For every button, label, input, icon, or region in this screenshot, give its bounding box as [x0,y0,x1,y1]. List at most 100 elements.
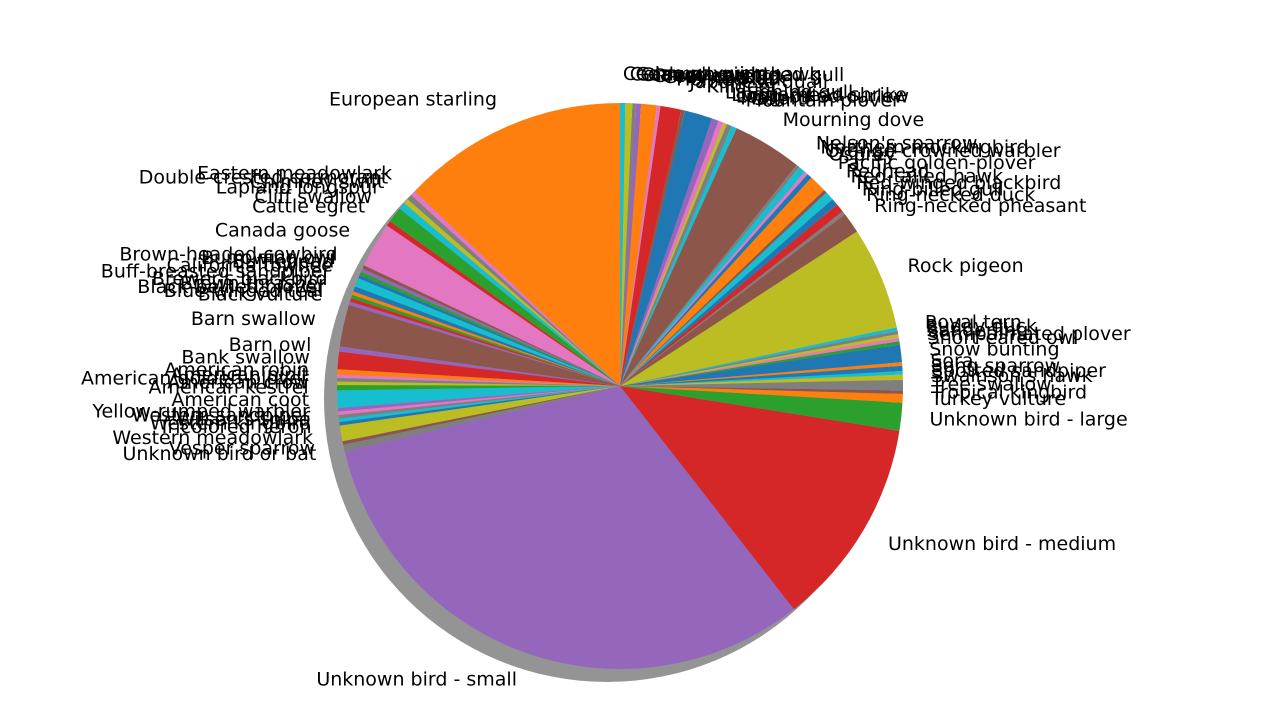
slice-label-brewer-s-blackbird: Brewer's blackbird [152,268,328,290]
slice-label-ring-billed-gull: Ring-billed gull [862,179,1004,201]
slice-label-mountain-plover: Mountain plover [746,90,900,112]
slice-label-western-meadowlark: Western meadowlark [112,427,313,449]
pie-slice-glaucous-winged-gull [620,103,642,386]
slice-label-horned-lark: Horned lark [676,68,787,90]
pie-slice-wilson-s-snipe [338,386,620,419]
slice-label-swainson-s-hawk: Swainson's hawk [931,365,1093,387]
pie-slice-semipalmated-plover [620,337,900,386]
slice-label-glaucous-winged-gull: Glaucous-winged gull [640,64,844,86]
slice-label-laughing-gull: Laughing gull [725,81,853,103]
slice-label-european-starling: European starling [329,89,497,111]
slice-label-black-bellied-plover: Black-bellied plover [137,276,325,298]
slice-label-loggerhead-shrike: Loggerhead shrike [731,84,907,106]
pie-slice-turkey-vulture [620,386,903,403]
pie-slice-red-winged-blackbird [620,199,838,386]
slice-label-ring-necked-duck: Ring-necked duck [866,184,1035,206]
slice-label-osprey: Osprey [828,143,895,165]
pie-slice-ring-necked-pheasant [620,214,858,386]
pie-slice-black-vulture [348,301,620,386]
slice-label-american-coot: American coot [171,389,309,411]
pie-slices [336,103,904,669]
pie-slice-red-tailed-hawk [620,192,833,386]
slice-label-unknown-bird-medium: Unknown bird - medium [888,533,1116,555]
slice-label-vesper-sparrow: Vesper sparrow [169,437,315,459]
pie-slice-redhead [620,189,827,386]
pie-slice-northern-mockingbird [620,167,805,386]
slice-label-royal-tern: Royal tern [925,312,1022,334]
pie-slice-western-kingbird [338,386,620,423]
slice-label-yellow-rumped-warbler: Yellow-rumped warbler [91,401,310,423]
slice-label-american-golden-plover: American golden-plover [81,368,309,390]
pie-slice-yellow-rumped-warbler [337,386,620,412]
slice-label-burrowing-owl: Burrowing owl [201,247,336,269]
pie-slice-long-billed-curlew [620,122,727,386]
slice-label-short-eared-owl: Short-eared owl [928,327,1079,349]
pie-slice-gadwall [620,103,636,387]
pie-slice-great-egret [620,103,658,386]
pie-slice-song-sparrow [620,365,903,386]
slice-label-song-sparrow: Song sparrow [931,355,1060,377]
slice-label-lapland-longspur: Lapland longspur [216,176,380,198]
pie-slice-brown-headed-cowbird [362,265,620,386]
pie-slice-orange-crowned-warbler [620,171,808,386]
pie-slice-burrowing-owl [361,268,620,386]
slice-labels: European starling Eastern meadowlarkDoubl… [81,63,1131,690]
pie-slice-tropical-kingbird [620,386,903,394]
pie-slice-laughing-gull [620,118,719,387]
pie-slice-american-robin [337,369,620,386]
slice-label-cedar-waxwing: Cedar waxwing [623,63,769,85]
pie-slice-royal-tern [620,327,898,386]
pie-slice-ring-necked-duck [620,211,845,386]
pie-slice-double-crested-cormorant [407,195,620,386]
pie-slice-loggerhead-shrike [620,120,724,386]
slice-label-wilson-s-snipe: Wilson's snipe [176,408,311,430]
pie-slice-buff-breasted-sandpiper [355,278,620,386]
slice-label-common-nighthawk: Common nighthawk [630,63,821,85]
pie-slice-eastern-meadowlark [411,191,620,386]
pie-slice-lapland-longspur [399,203,620,386]
slice-label-brown-headed-cowbird: Brown-headed cowbird [119,244,337,266]
slice-label-sanderling: Sanderling [926,319,1028,341]
pie-slice-ring-billed-gull [620,204,843,386]
pie-slice-mountain-plover [620,126,737,386]
slice-label-cliff-swallow: Cliff swallow [254,186,372,208]
pie-slice-california-towhee [358,275,620,386]
pie-slice-swainson-s-hawk [620,374,903,386]
slice-label-unknown-bird-small: Unknown bird - small [316,668,517,690]
slice-label-eastern-meadowlark: Eastern meadowlark [197,162,392,184]
slice-label-mourning-dove: Mourning dove [783,109,925,131]
pie-slice-brewer-s-blackbird [353,286,620,386]
pie-slice-tricolored-heron [339,386,620,426]
slice-label-double-crested-cormorant: Double-crested cormorant [139,167,388,189]
pie-slice-unknown-bird-small [344,386,794,669]
pie-slice-mourning-dove [620,128,797,386]
pie-slice-cedar-waxwing [620,103,626,386]
pie-slice-vesper-sparrow [342,386,620,445]
pie-slice-brown-thrasher [352,291,620,386]
slice-label-barn-swallow: Barn swallow [191,308,316,330]
slice-label-pacific-golden-plover: Pacific golden-plover [838,152,1036,174]
slice-label-rock-pigeon: Rock pigeon [908,255,1024,277]
pie-slice-osprey [620,174,812,386]
slice-label-black-vulture: Black vulture [198,284,323,306]
slice-label-brown-thrasher: Brown thrasher [180,272,326,294]
pie-slice-killdeer [620,110,712,387]
slice-label-blue-winged-teal: Blue-winged teal [164,280,324,302]
pie-slice-european-starling [414,103,620,386]
pie-slice-bufflehead [359,271,620,386]
slice-label-mallard: Mallard [740,87,810,109]
slice-label-long-billed-curlew: Long-billed curlew [736,86,909,108]
slice-label-cattle-egret: Cattle egret [252,196,365,218]
slice-label-killdeer: Killdeer [706,75,778,97]
slice-label-spotted-sandpiper: Spotted sandpiper [931,360,1106,382]
pie-slice-unknown-bird-medium [620,386,900,610]
pie-slice-sanderling [620,334,899,386]
slice-label-red-winged-blackbird: Red-winged blackbird [856,172,1061,194]
slice-label-western-sandpiper: Western sandpiper [132,405,311,427]
pie-slice-sora [620,362,903,386]
pie-slice-american-kestrel [336,385,620,391]
slice-label-bufflehead: Bufflehead [232,251,335,273]
pie-slice-ruddy-duck [620,330,899,386]
pie-slice-western-sandpiper [338,386,620,416]
